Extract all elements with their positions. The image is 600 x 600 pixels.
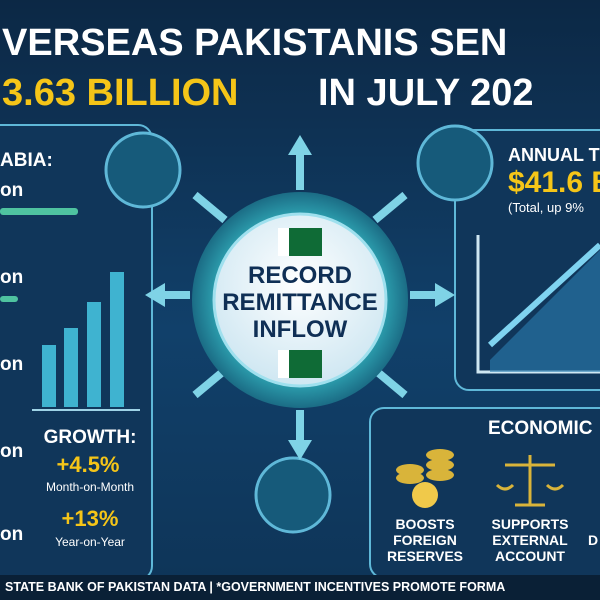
- flag: [278, 228, 322, 256]
- amount: on: [0, 524, 24, 545]
- item-line: ACCOUNT: [494, 548, 565, 564]
- annual-note: (Total, up 9%: [508, 200, 584, 215]
- amount: on: [0, 354, 24, 375]
- growth-label: Year-on-Year: [55, 535, 125, 549]
- progress: [0, 208, 78, 215]
- title-amount: 3.63 BILLION: [2, 72, 239, 114]
- area-icon: [490, 250, 600, 372]
- center-text: REMITTANCE: [222, 289, 378, 316]
- economic-partial: D: [588, 532, 599, 548]
- economic-item: BOOSTS FOREIGN RESERVES: [387, 516, 463, 564]
- center-text: RECORD: [247, 262, 353, 289]
- item-line: SUPPORTS: [491, 516, 569, 532]
- coins-icon: [396, 449, 454, 508]
- growth-value: +4.5%: [56, 452, 120, 477]
- flag: [278, 350, 322, 378]
- center-circle: [212, 212, 388, 388]
- icons: [104, 124, 494, 534]
- center-text: INFLOW: [252, 316, 348, 343]
- progress: [0, 296, 18, 302]
- scale-icon: [495, 455, 565, 507]
- item-line: FOREIGN: [393, 532, 457, 548]
- amount: on: [0, 267, 24, 288]
- amount: on: [0, 180, 24, 201]
- arrow-heads: [145, 135, 455, 460]
- item-line: RESERVES: [387, 548, 463, 564]
- country: ABIA:: [0, 150, 53, 171]
- annual-title: ANNUAL T: [508, 145, 600, 165]
- title-line: IN JULY 202: [318, 72, 534, 114]
- item-line: BOOSTS: [395, 516, 455, 532]
- economic-title: ECONOMIC: [488, 418, 593, 439]
- trend-icon: [487, 242, 600, 348]
- item-line: EXTERNAL: [492, 532, 568, 548]
- growth-value: +13%: [61, 506, 119, 531]
- annual-value: $41.6 B: [508, 166, 600, 199]
- title-line: VERSEAS PAKISTANIS SEN: [2, 22, 508, 64]
- footer-bar: [0, 575, 600, 600]
- growth-label: Month-on-Month: [45, 480, 135, 494]
- arrows: [160, 150, 440, 445]
- amount: on: [0, 441, 24, 462]
- growth-title: GROWTH:: [43, 427, 137, 448]
- economic-item: SUPPORTS EXTERNAL ACCOUNT: [491, 516, 568, 564]
- bar-icon: [42, 272, 124, 407]
- footer: STATE BANK OF PAKISTAN DATA | *GOVERNMEN…: [5, 580, 506, 594]
